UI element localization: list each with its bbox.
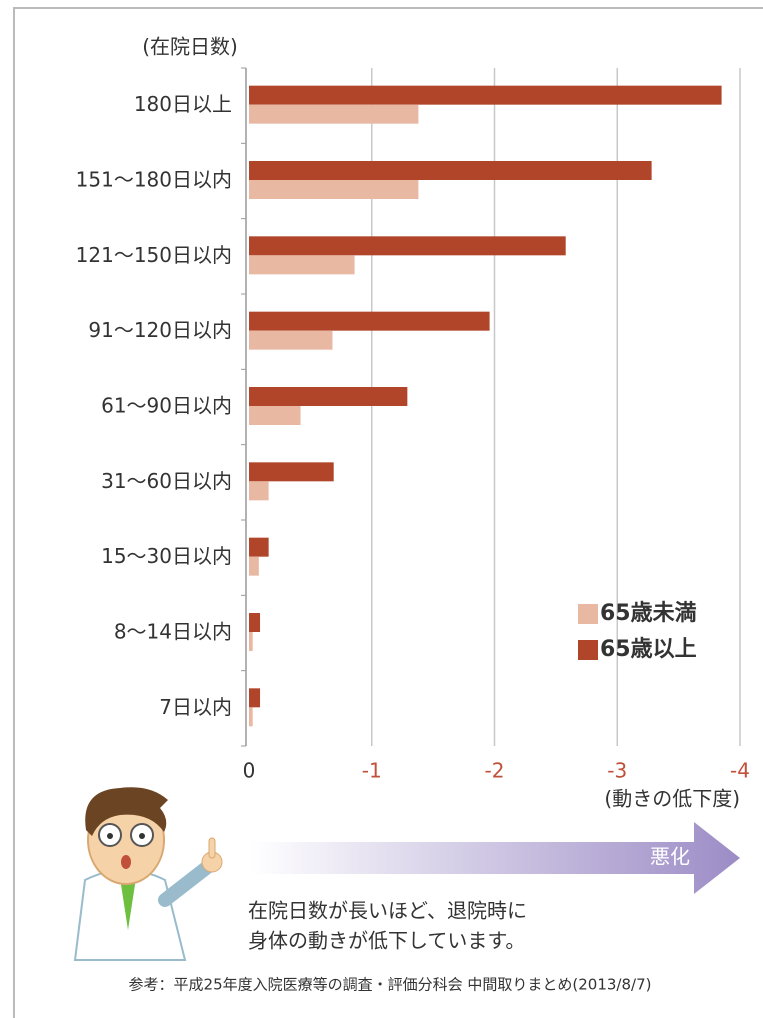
x-tick-label: -4 [730, 759, 750, 783]
y-tick-label: 15〜30日以内 [101, 544, 232, 568]
bar [249, 632, 253, 651]
legend-swatch [578, 604, 598, 624]
source: 参考：平成25年度入院医療等の調査・評価分科会 中間取りまとめ(2013/8/7… [129, 976, 652, 994]
doctor-illustration [75, 787, 222, 960]
bar [249, 255, 355, 274]
bar [249, 688, 260, 707]
x-tick-label: -3 [607, 759, 627, 783]
bar [249, 481, 269, 500]
caption-line: 在院日数が長いほど、退院時に [248, 899, 527, 923]
bar [249, 406, 301, 425]
legend-label: 65歳以上 [600, 637, 697, 662]
bar [249, 312, 490, 331]
y-tick-label: 61〜90日以内 [101, 394, 232, 418]
x-tick-label: -1 [362, 759, 382, 783]
y-axis-label: (在院日数) [142, 35, 238, 59]
bar [249, 331, 332, 350]
x-tick-label: -2 [485, 759, 505, 783]
x-axis-label: (動きの低下度) [604, 787, 740, 811]
legend-label: 65歳未満 [600, 600, 697, 626]
y-tick-label: 151〜180日以内 [76, 168, 232, 192]
bar [249, 161, 652, 180]
arrow-label: 悪化 [650, 845, 690, 869]
y-tick-label: 7日以内 [159, 695, 232, 719]
y-tick-label: 31〜60日以内 [101, 469, 232, 493]
y-tick-label: 180日以上 [134, 92, 232, 116]
bar [249, 180, 418, 199]
y-tick-label: 8〜14日以内 [114, 620, 232, 644]
bar [249, 105, 418, 124]
caption-line: 身体の動きが低下しています。 [248, 929, 525, 953]
bar [249, 86, 722, 105]
bar [249, 538, 269, 557]
bar [249, 613, 260, 632]
bar [249, 557, 259, 576]
bar [249, 387, 407, 406]
legend-swatch [578, 640, 598, 660]
x-tick-label: 0 [243, 759, 256, 783]
chart: (在院日数) (動きの低下度) 悪化 在院日数が長いほど、退院時に 身体の動きが… [0, 0, 763, 1018]
y-tick-label: 91〜120日以内 [88, 318, 232, 342]
bar [249, 462, 334, 481]
bar [249, 236, 566, 255]
y-tick-label: 121〜150日以内 [76, 243, 232, 267]
bar [249, 707, 253, 726]
